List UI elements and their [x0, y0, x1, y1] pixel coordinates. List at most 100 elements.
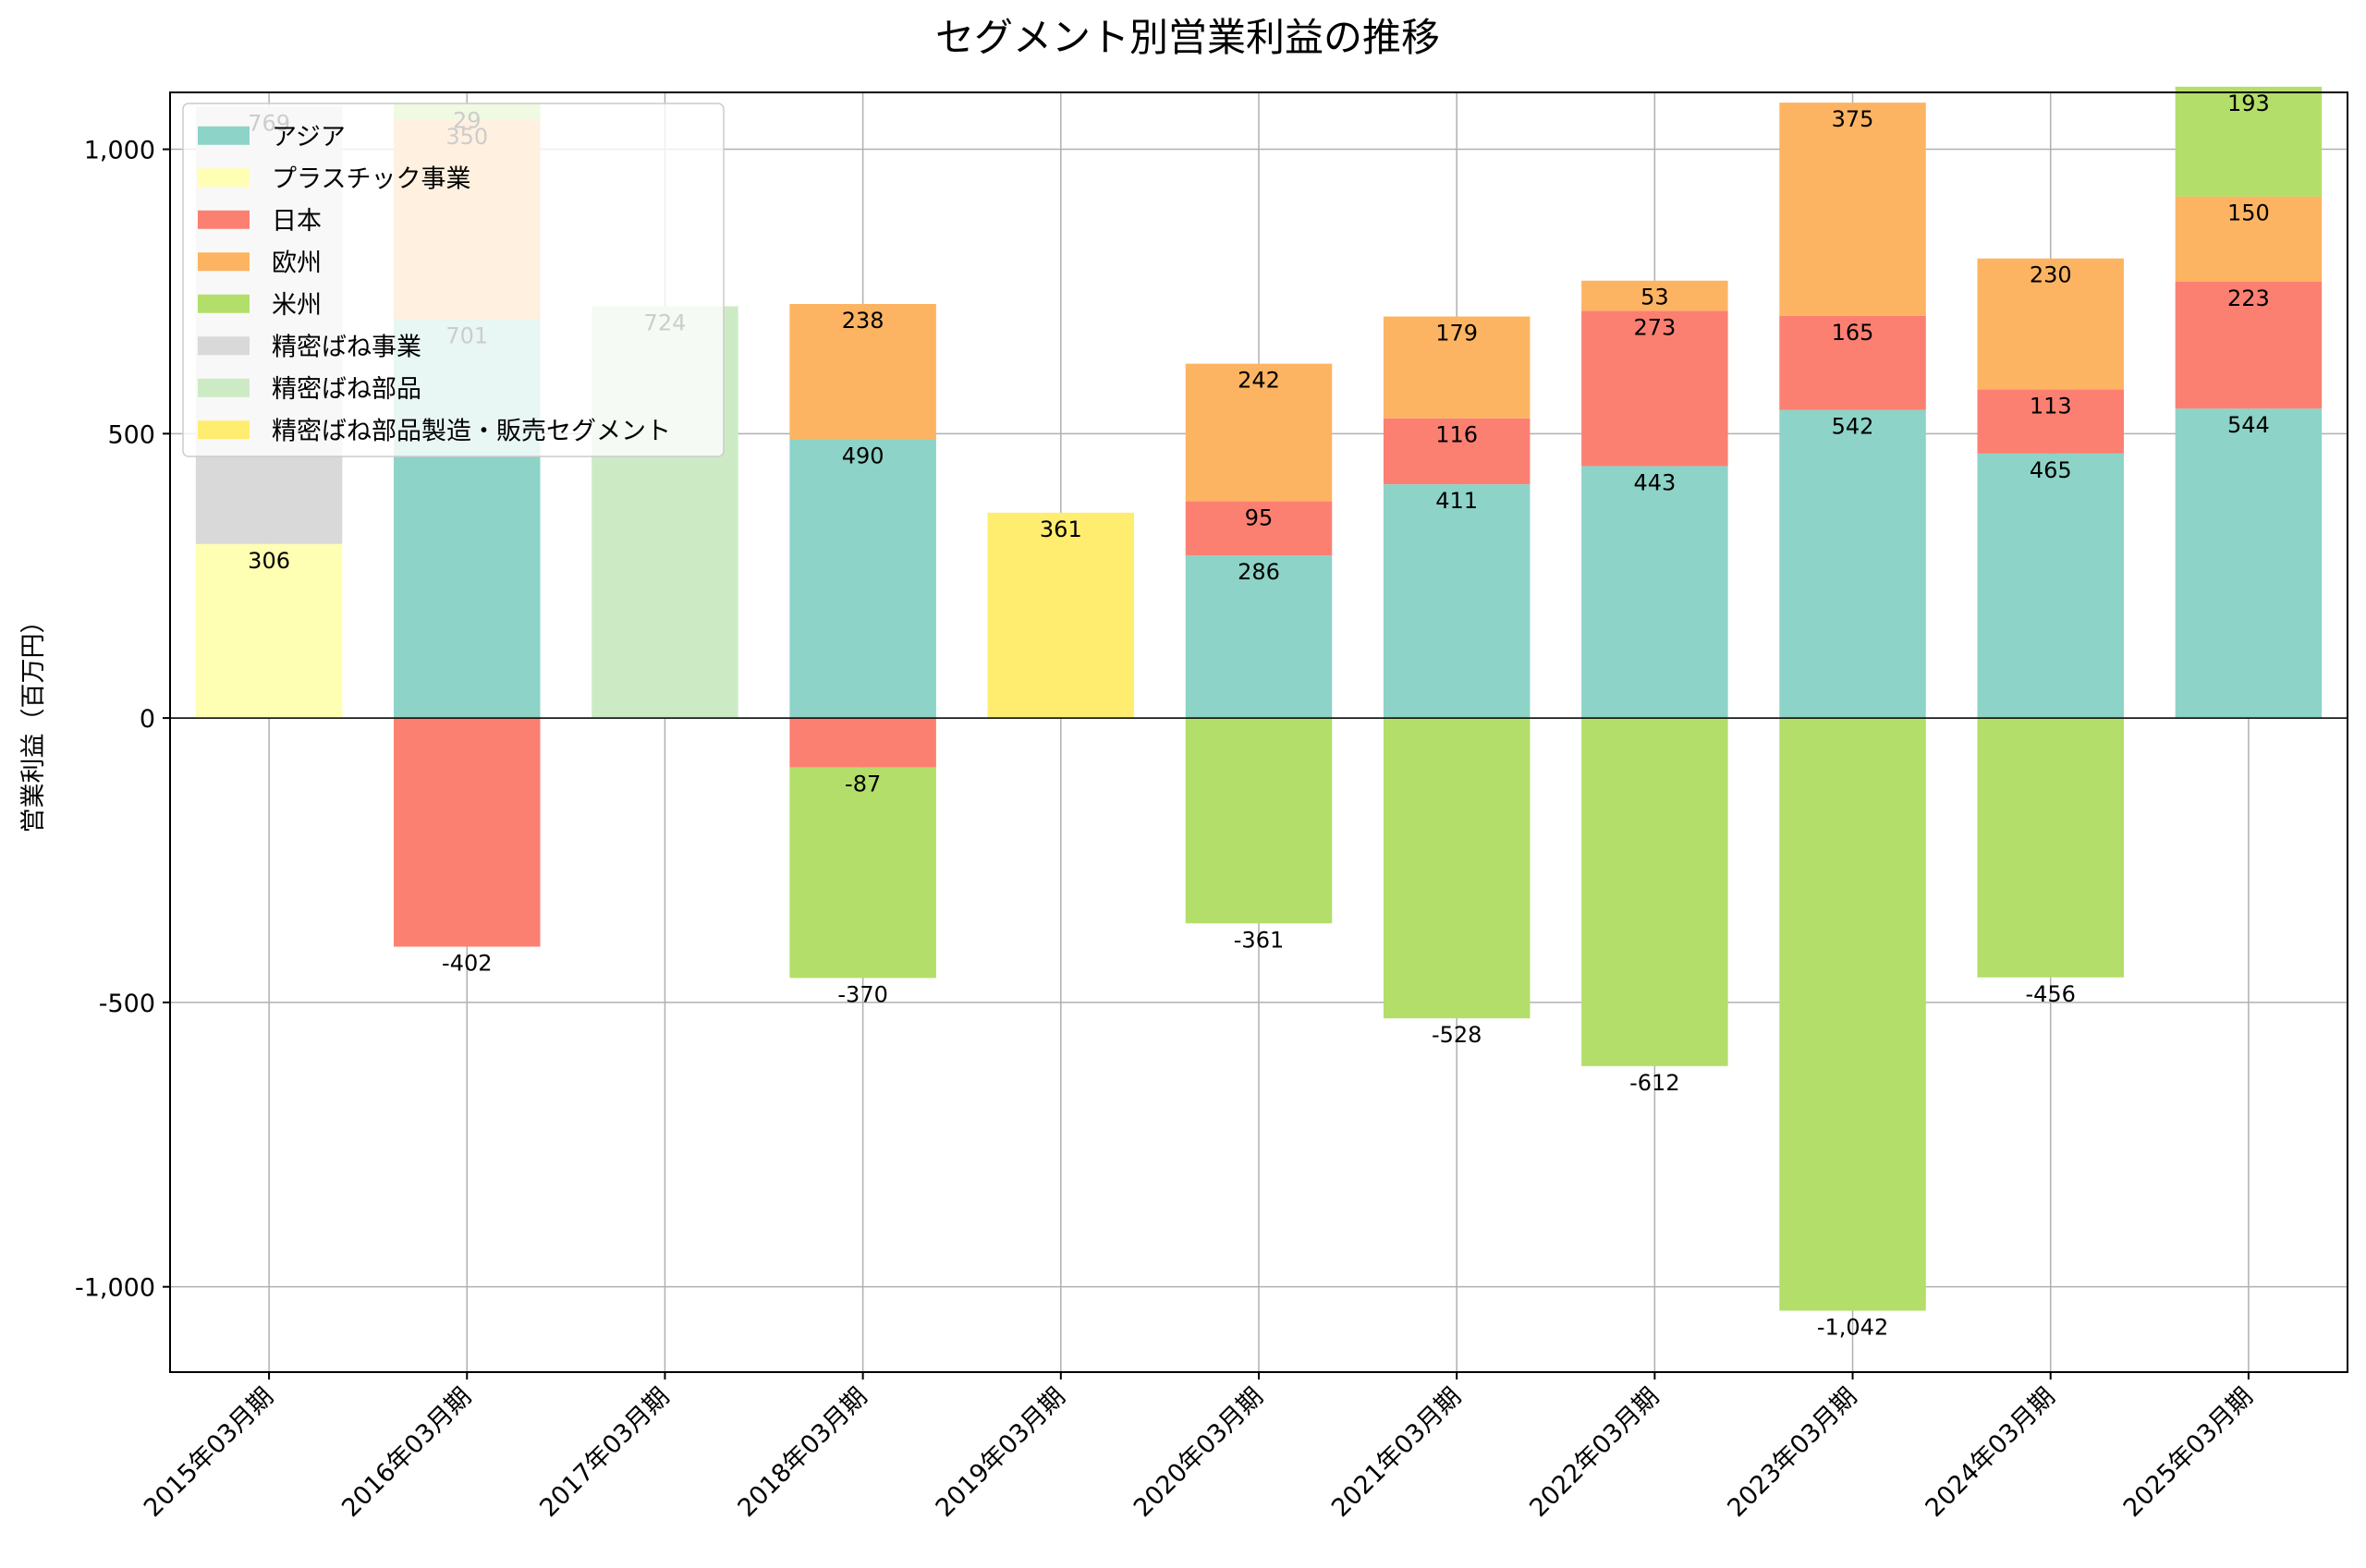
legend-swatch — [198, 336, 250, 356]
bars — [195, 86, 2323, 1311]
legend-label: 米州 — [272, 291, 322, 320]
legend-label: プラスチック事業 — [272, 164, 470, 193]
data-label: 193 — [2227, 91, 2270, 116]
data-label: 411 — [1435, 488, 1478, 514]
chart-title: セグメント別営業利益の推移 — [935, 15, 1440, 60]
data-label: -1,042 — [1817, 1315, 1888, 1341]
legend-label: 日本 — [272, 207, 322, 236]
bar — [2175, 196, 2323, 282]
legend-swatch — [198, 420, 250, 440]
bar — [1383, 418, 1531, 485]
data-label: 490 — [842, 443, 884, 468]
bar — [1185, 501, 1333, 556]
data-label: 375 — [1832, 106, 1874, 132]
bar — [2175, 281, 2323, 409]
y-tick-label: 500 — [107, 420, 155, 449]
y-axis-label: 営業利益（百万円） — [19, 609, 48, 833]
data-label: 542 — [1832, 413, 1874, 439]
bar — [1185, 718, 1333, 924]
bar — [2175, 86, 2323, 197]
x-tick-label: 2015年03月期 — [139, 1382, 279, 1523]
legend-label: 精密ばね部品製造・販売セグメント — [272, 417, 671, 445]
data-label: -528 — [1432, 1022, 1482, 1048]
bar — [1383, 316, 1531, 419]
data-label: -361 — [1234, 927, 1284, 953]
x-tick-label: 2021年03月期 — [1326, 1382, 1467, 1523]
legend-swatch — [198, 126, 250, 145]
legend-swatch — [198, 294, 250, 313]
bar — [1779, 315, 1926, 410]
bar — [1581, 466, 1728, 719]
bar — [789, 718, 936, 768]
legend-swatch — [198, 168, 250, 188]
x-tick-label: 2024年03月期 — [1921, 1382, 2061, 1523]
bar — [789, 303, 936, 440]
x-tick-label: 2016年03月期 — [336, 1382, 477, 1523]
bar — [1581, 718, 1728, 1066]
data-label: -87 — [845, 772, 881, 797]
legend-label: 欧州 — [272, 249, 322, 277]
legend-swatch — [198, 210, 250, 229]
legend-label: アジア — [272, 123, 346, 152]
bar — [1977, 389, 2124, 454]
data-label: -402 — [442, 951, 492, 977]
x-tick-label: 2025年03月期 — [2118, 1382, 2259, 1523]
bar — [987, 512, 1135, 719]
bar — [1185, 363, 1333, 502]
legend-swatch — [198, 252, 250, 272]
legend: アジアプラスチック事業日本欧州米州精密ばね事業精密ばね部品精密ばね部品製造・販売… — [182, 103, 725, 457]
data-label: 223 — [2227, 286, 2270, 311]
legend-box — [182, 103, 725, 457]
legend-label: 精密ばね事業 — [272, 333, 421, 361]
y-tick-label: -1,000 — [75, 1274, 155, 1303]
bar — [1383, 718, 1531, 1019]
y-tick-label: -500 — [99, 990, 155, 1018]
bar — [1779, 718, 1926, 1311]
data-label: 150 — [2227, 201, 2270, 226]
y-tick-label: 0 — [140, 705, 155, 734]
data-label: 238 — [842, 308, 884, 334]
data-label: 179 — [1435, 321, 1478, 346]
bar — [1977, 258, 2124, 390]
data-label: -370 — [837, 981, 887, 1007]
bar — [1977, 718, 2124, 978]
bar — [1383, 484, 1531, 719]
x-tick-label: 2017年03月期 — [534, 1382, 675, 1523]
data-label: 113 — [2030, 393, 2072, 419]
bar — [1977, 453, 2124, 719]
x-tick-label: 2018年03月期 — [733, 1382, 873, 1523]
bar — [1779, 409, 1926, 719]
data-label: 95 — [1245, 505, 1274, 531]
x-tick-label: 2019年03月期 — [931, 1382, 1071, 1523]
bar — [1581, 310, 1728, 467]
data-label: 544 — [2227, 412, 2270, 438]
data-label: -612 — [1629, 1070, 1679, 1096]
y-tick-label: 1,000 — [84, 137, 155, 165]
bar — [1185, 555, 1333, 719]
data-label: 443 — [1633, 469, 1676, 495]
data-label: -456 — [2025, 981, 2075, 1007]
legend-label: 精密ばね部品 — [272, 375, 421, 404]
data-label: 273 — [1633, 314, 1676, 340]
data-label: 53 — [1640, 285, 1669, 310]
x-tick-label: 2023年03月期 — [1722, 1382, 1862, 1523]
bar — [1779, 103, 1926, 316]
bar — [1581, 280, 1728, 311]
data-label: 242 — [1238, 368, 1280, 394]
data-label: 465 — [2030, 457, 2072, 483]
bar — [195, 543, 343, 719]
x-tick-label: 2022年03月期 — [1524, 1382, 1665, 1523]
x-tick-label: 2020年03月期 — [1128, 1382, 1269, 1523]
bar — [2175, 408, 2323, 719]
bar — [789, 439, 936, 719]
legend-swatch — [198, 378, 250, 397]
data-label: 165 — [1832, 320, 1874, 346]
data-label: 116 — [1435, 422, 1478, 448]
data-label: 306 — [248, 548, 290, 574]
bar — [789, 767, 936, 978]
data-label: 286 — [1238, 559, 1280, 585]
data-label: 361 — [1040, 517, 1082, 542]
bar — [394, 718, 541, 947]
data-label: 230 — [2030, 262, 2072, 288]
